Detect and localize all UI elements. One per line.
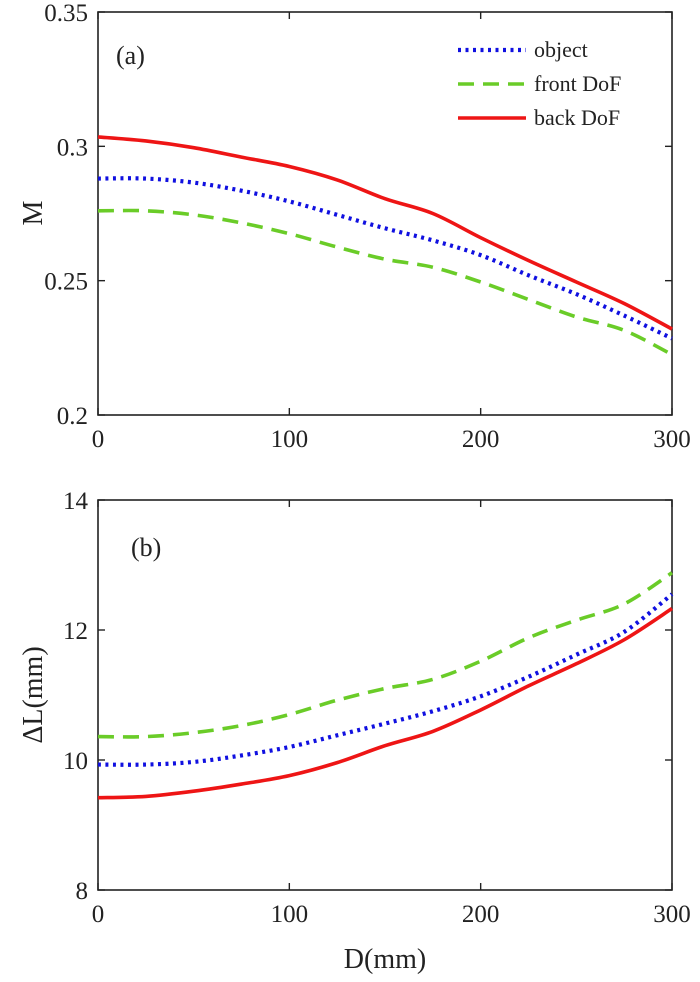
panel-a-series-object bbox=[97, 176, 673, 341]
panel-b-y-tick-label-10: 10 bbox=[63, 748, 88, 775]
panel-b-x-tick-label-0: 0 bbox=[92, 901, 105, 928]
panel-b-x-tick-label-100: 100 bbox=[271, 901, 309, 928]
panel-b-plot-frame bbox=[97, 499, 673, 891]
panel-a-legend: object front DoF back DoF bbox=[458, 37, 621, 130]
panel-a-y-tick-label-0.2: 0.2 bbox=[57, 403, 88, 430]
panel-b-lines bbox=[97, 571, 674, 800]
panel-b-y-tick-label-14: 14 bbox=[63, 488, 89, 515]
panel-a-y-axis-label: M bbox=[18, 200, 49, 225]
panel-b-x-tick-label-300: 300 bbox=[653, 901, 691, 928]
panel-b-x-axis-label: D(mm) bbox=[344, 944, 426, 975]
panel-b-ticks: 0 100 200 300 8 10 12 14 bbox=[63, 488, 691, 928]
panel-a-y-tick-label-0.25: 0.25 bbox=[44, 269, 88, 296]
panel-b-x-tick-label-200: 200 bbox=[462, 901, 500, 928]
panel-a-ticks: 0 100 200 300 0.2 0.25 0.3 0.35 bbox=[44, 0, 691, 453]
panel-a-series-front-dof bbox=[97, 208, 673, 357]
panel-b-y-tick-label-8: 8 bbox=[76, 878, 89, 905]
legend-label-front-dof: front DoF bbox=[534, 71, 621, 96]
panel-a-x-tick-label-300: 300 bbox=[653, 426, 691, 453]
panel-b-label: (b) bbox=[131, 533, 161, 562]
panel-b: 0 100 200 300 8 10 12 14 (b) ΔL(mm) D(mm) bbox=[18, 488, 691, 975]
panel-b-series-object bbox=[97, 592, 674, 767]
panel-a-x-tick-label-0: 0 bbox=[92, 426, 105, 453]
panel-a-lines bbox=[97, 135, 673, 357]
panel-a-series-back-dof bbox=[97, 135, 673, 331]
panel-b-y-axis-label: ΔL(mm) bbox=[18, 646, 49, 743]
panel-b-series-back-dof bbox=[97, 607, 673, 800]
panel-b-series-front-dof bbox=[97, 571, 673, 739]
panel-a-y-tick-label-0.3: 0.3 bbox=[57, 134, 88, 161]
panel-a-y-tick-label-0.35: 0.35 bbox=[44, 0, 88, 27]
legend-label-object: object bbox=[534, 37, 588, 62]
panel-a-plot-frame bbox=[97, 11, 673, 416]
panel-a-label: (a) bbox=[116, 41, 145, 70]
panel-b-y-tick-label-12: 12 bbox=[63, 618, 88, 645]
panel-a: 0 100 200 300 0.2 0.25 0.3 0.35 (a) M object fr… bbox=[18, 0, 691, 453]
panel-a-x-tick-label-100: 100 bbox=[271, 426, 309, 453]
legend-label-back-dof: back DoF bbox=[534, 105, 620, 130]
panel-a-x-tick-label-200: 200 bbox=[462, 426, 500, 453]
